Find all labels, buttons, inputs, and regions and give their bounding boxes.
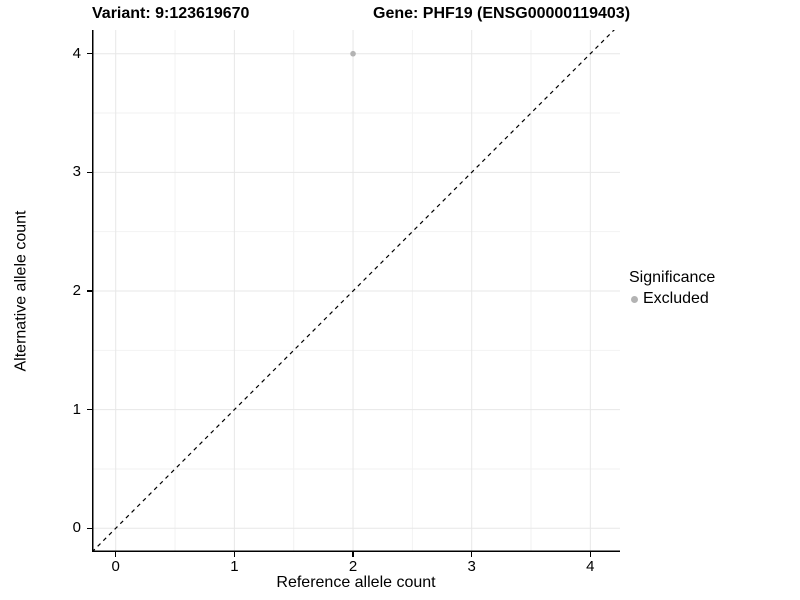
x-tick-mark xyxy=(114,552,117,557)
y-tick-mark xyxy=(87,52,92,55)
excluded-point-swatch-icon xyxy=(631,295,638,303)
y-tick-label: 4 xyxy=(72,44,81,62)
plot-panel xyxy=(92,30,620,552)
y-tick-label: 1 xyxy=(72,400,81,418)
y-tick-mark xyxy=(87,408,92,411)
x-tick-mark xyxy=(589,552,592,557)
y-axis-title-wrap: Alternative allele count xyxy=(10,30,32,552)
x-tick-mark xyxy=(233,552,236,557)
x-tick-label: 1 xyxy=(230,558,239,575)
x-axis-title: Reference allele count xyxy=(276,574,436,591)
x-tick-mark xyxy=(470,552,473,557)
x-tick-label: 2 xyxy=(348,558,358,575)
legend-title: Significance xyxy=(629,269,716,286)
variant-title: Variant: 9:123619670 xyxy=(92,5,250,22)
plot-area-svg xyxy=(92,30,620,552)
y-tick-mark xyxy=(87,171,92,174)
y-tick-mark xyxy=(87,527,92,530)
y-tick-label: 3 xyxy=(72,163,81,181)
x-tick-label: 4 xyxy=(586,558,595,575)
y-axis-title: Alternative allele count xyxy=(12,210,30,372)
x-tick-mark xyxy=(352,552,354,557)
legend: Significance Excluded xyxy=(629,268,715,308)
x-tick-label: 3 xyxy=(467,558,476,575)
y-tick-label: 2 xyxy=(72,282,81,299)
legend-item-label: Excluded xyxy=(643,290,709,307)
x-tick-label: 0 xyxy=(111,558,120,575)
y-tick-label: 0 xyxy=(72,519,81,537)
data-point-excluded xyxy=(350,50,356,57)
y-tick-mark xyxy=(87,290,92,292)
legend-item-excluded: Excluded xyxy=(631,290,715,308)
gene-title: Gene: PHF19 (ENSG00000119403) xyxy=(373,5,631,22)
